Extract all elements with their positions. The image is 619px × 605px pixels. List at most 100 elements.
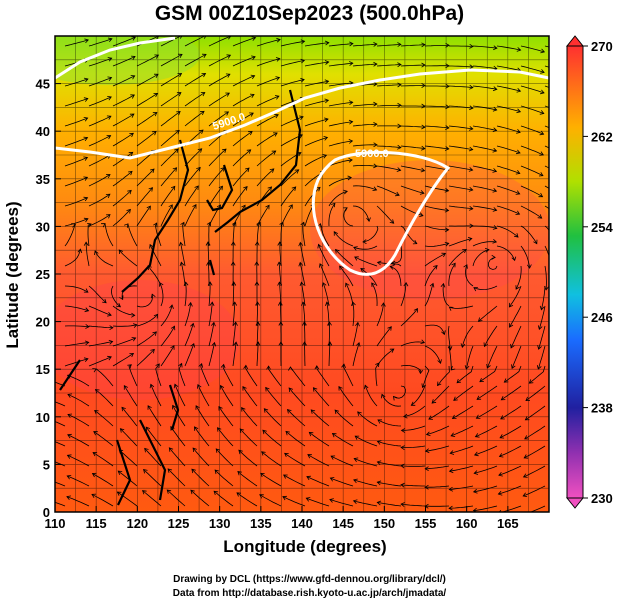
streamline-arrowhead xyxy=(190,342,195,348)
streamline xyxy=(112,56,136,67)
streamline xyxy=(520,145,544,156)
colorbar-tick-label: 246 xyxy=(591,310,613,325)
streamline xyxy=(401,445,426,449)
streamline-arrowhead xyxy=(259,494,264,499)
colorbar-ticks: 230 238 246 254 262 270 xyxy=(583,39,613,506)
streamline xyxy=(498,465,522,476)
streamline xyxy=(280,40,305,47)
streamline xyxy=(509,285,522,308)
streamline-arrowhead xyxy=(511,256,517,262)
streamline xyxy=(328,203,336,227)
streamline xyxy=(88,193,111,207)
streamline-arrowhead xyxy=(348,139,354,144)
streamline xyxy=(473,225,497,229)
streamline xyxy=(424,165,449,171)
streamline-arrowhead xyxy=(429,282,435,288)
streamline-arrowhead xyxy=(445,42,450,48)
streamline xyxy=(283,474,306,487)
streamline-arrowhead xyxy=(167,468,173,473)
streamline-arrowhead xyxy=(77,248,83,254)
streamline-arrowhead xyxy=(131,55,136,61)
colorbar-top-arrow xyxy=(565,35,585,47)
streamline-arrowhead xyxy=(92,368,97,373)
streamline xyxy=(425,445,450,452)
streamline-arrowhead xyxy=(324,117,329,123)
streamline xyxy=(520,85,545,94)
streamline-arrowhead xyxy=(420,339,426,344)
streamline xyxy=(487,257,498,270)
streamline-arrowhead xyxy=(343,207,348,212)
streamline-arrowhead xyxy=(278,341,284,346)
streamline xyxy=(88,115,112,127)
streamline-arrowhead xyxy=(132,323,138,328)
streamline-arrowhead xyxy=(217,427,222,432)
streamline-arrowhead xyxy=(508,302,514,308)
streamline-arrowhead xyxy=(206,261,211,266)
streamline-arrowhead xyxy=(84,38,89,44)
streamline xyxy=(160,111,181,127)
streamline-arrowhead xyxy=(107,312,112,317)
warm-region-2 xyxy=(310,160,549,300)
streamline xyxy=(166,489,186,507)
streamline-arrowhead xyxy=(130,75,136,80)
streamline-arrowhead xyxy=(146,205,151,211)
streamline-arrowhead xyxy=(523,454,529,459)
streamline-arrowhead xyxy=(421,145,426,151)
streamline-arrowhead xyxy=(468,187,474,192)
streamline xyxy=(245,365,258,387)
streamline xyxy=(449,485,474,490)
streamline xyxy=(215,448,234,467)
streamline xyxy=(256,302,258,327)
streamline-arrowhead xyxy=(94,410,99,415)
streamline-arrowhead xyxy=(282,495,287,501)
streamline-arrowhead xyxy=(288,204,293,209)
streamline xyxy=(461,325,474,348)
streamline-arrowhead xyxy=(66,475,72,480)
streamline xyxy=(127,223,138,247)
streamline xyxy=(55,461,66,467)
streamline-arrowhead xyxy=(131,312,136,318)
streamline-arrowhead xyxy=(451,414,457,419)
streamline xyxy=(355,435,378,447)
streamline xyxy=(232,94,255,107)
streamline-arrowhead xyxy=(493,45,498,51)
streamline xyxy=(136,205,151,227)
streamline xyxy=(256,341,259,367)
streamline xyxy=(287,409,306,427)
streamline xyxy=(472,85,497,90)
streamline-arrowhead xyxy=(449,450,455,455)
streamline-arrowhead xyxy=(246,149,252,154)
streamline xyxy=(136,54,159,67)
streamline-arrowhead xyxy=(224,111,230,116)
streamline xyxy=(232,322,237,347)
streamline-arrowhead xyxy=(373,121,378,127)
streamline xyxy=(285,431,306,447)
streamline xyxy=(520,245,530,269)
streamline xyxy=(306,497,330,507)
streamline xyxy=(284,452,306,467)
streamline-arrowhead xyxy=(274,95,280,100)
streamline xyxy=(523,465,546,478)
streamline xyxy=(472,249,490,267)
streamline xyxy=(104,223,114,247)
streamline xyxy=(450,445,474,454)
streamline-arrowhead xyxy=(107,96,112,101)
streamline-arrowhead xyxy=(362,239,367,245)
streamline-arrowhead xyxy=(333,231,338,236)
streamline xyxy=(91,494,114,507)
streamline xyxy=(472,145,497,152)
streamline xyxy=(357,411,378,427)
streamline xyxy=(232,302,236,327)
streamline-arrowhead xyxy=(366,217,371,222)
streamline xyxy=(94,250,114,267)
streamline xyxy=(523,485,546,497)
streamline-arrowhead xyxy=(373,81,378,87)
streamline-arrowhead xyxy=(205,241,211,246)
streamline xyxy=(64,197,88,207)
streamline xyxy=(529,365,546,384)
streamline xyxy=(449,65,474,68)
streamline xyxy=(448,205,473,210)
streamline-arrowhead xyxy=(218,405,223,411)
streamline xyxy=(160,186,176,207)
streamline-arrowhead xyxy=(421,62,426,68)
